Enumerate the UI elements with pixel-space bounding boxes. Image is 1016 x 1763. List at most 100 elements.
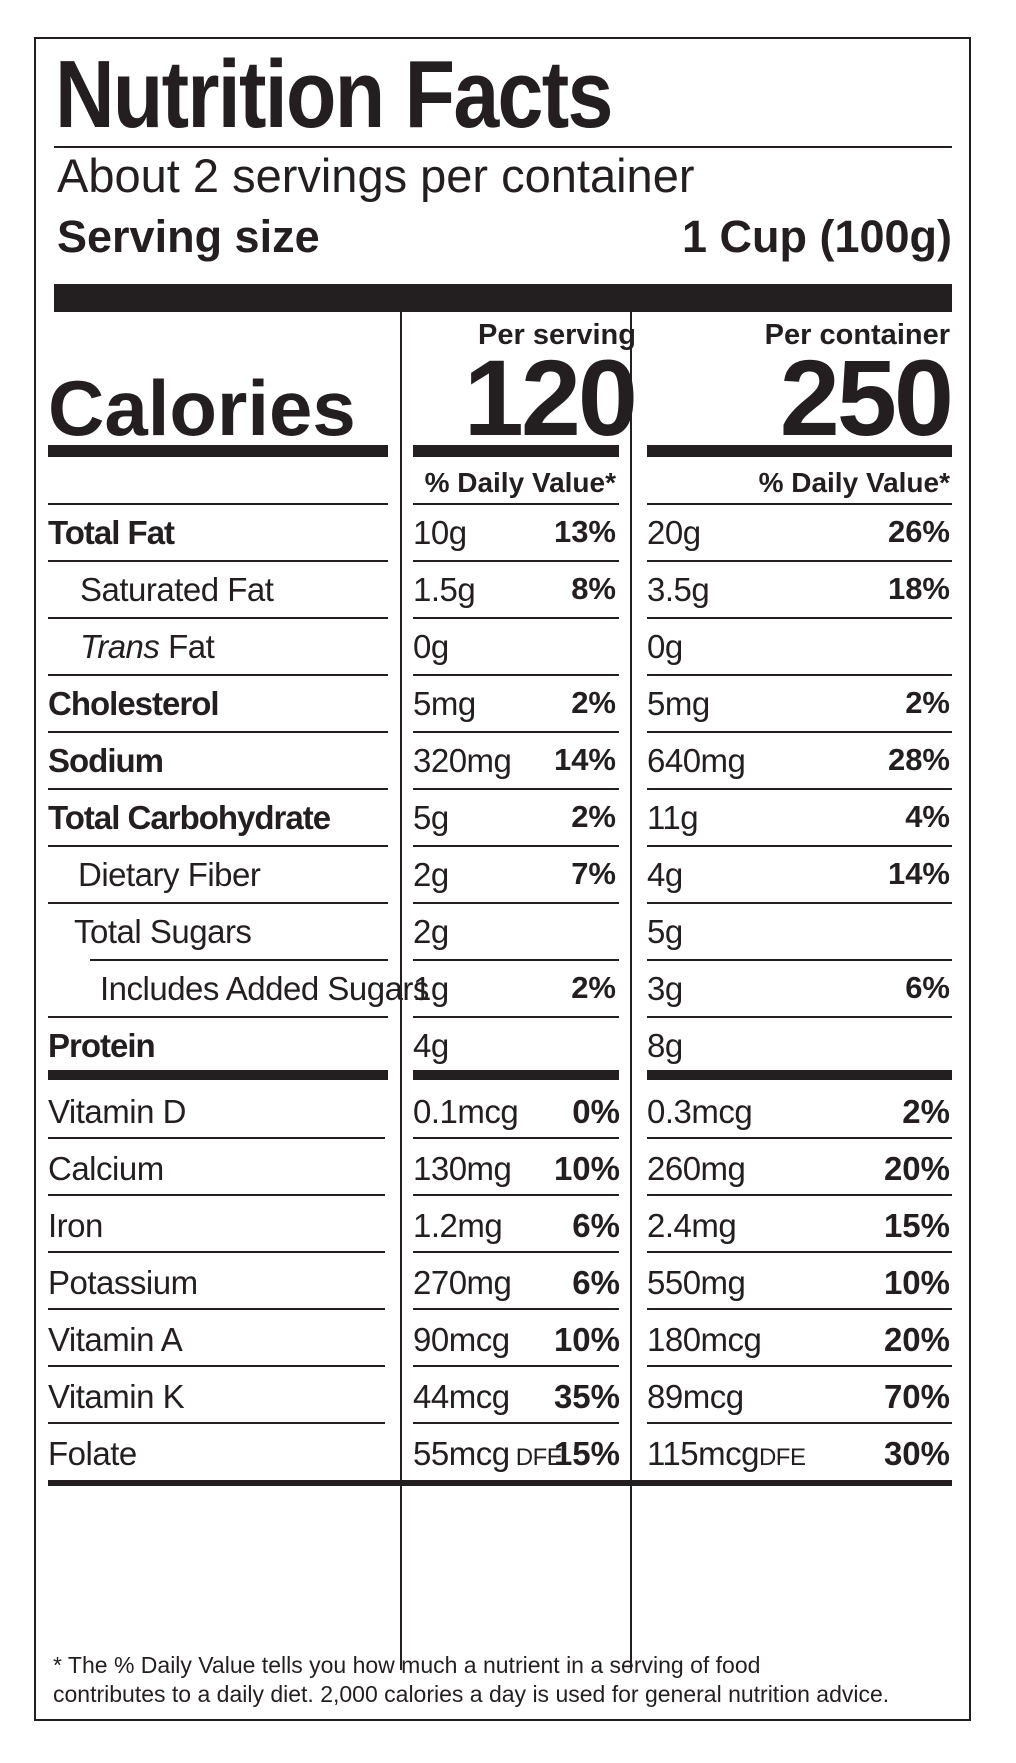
serving-dv: 15% (553, 1435, 620, 1472)
protein-rule-name (48, 1070, 388, 1080)
row-divider (48, 1365, 385, 1367)
container-amount: 3g (647, 970, 683, 1007)
serving-amount-value: 1.2mg (413, 1207, 503, 1244)
serving-dv: 2% (571, 970, 616, 1005)
serving-amount: 1.5g (413, 571, 476, 608)
column-divider-2 (630, 312, 632, 1670)
serving-amount: 320mg (413, 742, 512, 779)
nutrient-name: Trans Fat (80, 628, 215, 665)
dv-header-container: % Daily Value* (758, 467, 950, 498)
serving-amount: 44mcg (413, 1380, 510, 1413)
calories-rule-serving (413, 445, 619, 457)
container-amount: 11g (647, 799, 699, 836)
nutrient-name: Protein (48, 1027, 156, 1064)
protein-rule-container (647, 1070, 952, 1080)
row-divider (48, 788, 388, 790)
container-amount: 5g (647, 913, 683, 950)
row-divider (647, 959, 952, 961)
dv-header-serving: % Daily Value* (424, 467, 616, 498)
serving-amount-value: 44mcg (413, 1378, 510, 1415)
nutrient-name: Total Carbohydrate (48, 799, 331, 836)
serving-dv: 13% (553, 514, 616, 549)
calories-rule-name (48, 445, 388, 457)
serving-amount: 4g (413, 1027, 449, 1064)
container-amount: 2.4mg (647, 1209, 737, 1242)
serving-amount-value: 270mg (413, 1264, 512, 1301)
row-divider (647, 1308, 952, 1310)
serving-dv: 0% (572, 1093, 620, 1130)
row-divider (413, 1308, 619, 1310)
serving-amount: 10g (413, 514, 467, 551)
protein-rule-serving (413, 1070, 619, 1080)
row-divider (647, 1365, 952, 1367)
calories-label: Calories (48, 364, 356, 452)
serving-dv: 6% (572, 1207, 620, 1244)
footnote-line-2: contributes to a daily diet. 2,000 calor… (53, 1681, 890, 1707)
container-dv: 70% (883, 1378, 950, 1415)
nutrient-name-rest: Fat (159, 628, 215, 665)
footer-thick-rule (48, 1480, 952, 1486)
nutrition-facts-label: Nutrition Facts About 2 servings per con… (34, 37, 971, 1721)
serving-amount: 2g (413, 856, 449, 893)
serving-dv: 10% (553, 1150, 620, 1187)
serving-dv: 35% (553, 1378, 620, 1415)
vitamin-name: Calcium (48, 1150, 164, 1187)
serving-amount-value: 55mcg (413, 1435, 510, 1472)
serving-amount: 0g (413, 628, 449, 665)
row-divider (48, 902, 388, 904)
container-dv: 20% (883, 1321, 950, 1358)
serving-amount: 2g (413, 913, 449, 950)
row-divider (647, 560, 952, 562)
row-divider (48, 674, 388, 676)
container-dv: 18% (887, 571, 950, 606)
per-container-label: Per container (764, 319, 950, 351)
container-amount-value: 0.3mcg (647, 1093, 753, 1130)
row-divider (413, 731, 619, 733)
container-dv: 30% (883, 1435, 950, 1472)
per-serving-label: Per serving (478, 319, 636, 351)
container-dv: 26% (887, 514, 950, 549)
row-divider (413, 959, 619, 961)
row-divider (48, 731, 388, 733)
serving-amount: 0.1mcg (413, 1095, 519, 1128)
container-amount-value: 550mg (647, 1264, 746, 1301)
row-divider (48, 1194, 385, 1196)
container-amount: 8g (647, 1027, 683, 1064)
container-dv: 14% (887, 856, 950, 891)
row-divider (647, 674, 952, 676)
row-divider (647, 1422, 952, 1424)
container-dv: 10% (883, 1264, 950, 1301)
serving-dv: 7% (571, 856, 616, 891)
serving-dv: 6% (572, 1264, 620, 1301)
serving-size-label: Serving size (57, 211, 320, 262)
footnote-line-1: * The % Daily Value tells you how much a… (53, 1652, 761, 1678)
title-rule (54, 146, 952, 148)
row-divider (647, 731, 952, 733)
container-dv: 4% (905, 799, 950, 834)
container-dv: 20% (883, 1150, 950, 1187)
calories-per-container: 250 (779, 337, 954, 458)
row-divider (647, 1137, 952, 1139)
container-amount: 115mcgDFE (647, 1437, 806, 1471)
serving-amount-value: 130mg (413, 1150, 512, 1187)
nutrient-name: Includes Added Sugars (100, 970, 429, 1007)
row-divider (647, 1194, 952, 1196)
nutrient-name: Cholesterol (48, 685, 220, 722)
row-divider (413, 845, 619, 847)
row-divider (647, 902, 952, 904)
row-divider (413, 1422, 619, 1424)
servings-per-container: About 2 servings per container (57, 149, 695, 202)
row-divider (48, 1137, 385, 1139)
vitamin-name: Potassium (48, 1264, 198, 1301)
container-amount-value: 180mcg (647, 1321, 762, 1358)
container-unit-suffix: DFE (758, 1444, 806, 1471)
row-divider (647, 845, 952, 847)
row-divider (647, 1251, 952, 1253)
container-amount: 0.3mcg (647, 1093, 753, 1130)
row-divider (48, 1422, 385, 1424)
row-divider (413, 617, 619, 619)
container-amount: 3.5g (647, 571, 710, 608)
nutrient-name: Total Sugars (74, 913, 252, 950)
row-divider (48, 1251, 385, 1253)
serving-size-value: 1 Cup (100g) (681, 211, 952, 262)
